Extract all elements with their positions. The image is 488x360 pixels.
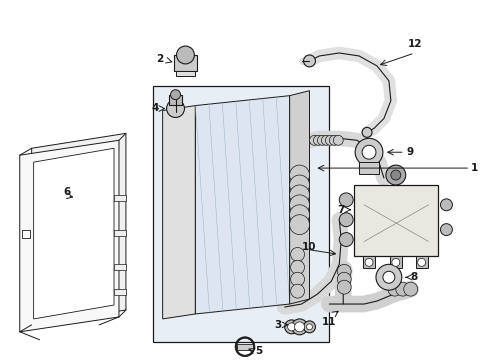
Circle shape xyxy=(440,224,451,235)
Circle shape xyxy=(390,170,400,180)
Circle shape xyxy=(321,135,331,145)
Circle shape xyxy=(333,135,343,145)
Circle shape xyxy=(337,280,350,294)
Bar xyxy=(114,195,126,201)
Polygon shape xyxy=(32,133,126,325)
Circle shape xyxy=(328,135,339,145)
Circle shape xyxy=(303,55,315,67)
Circle shape xyxy=(176,46,194,64)
Circle shape xyxy=(385,165,405,185)
Circle shape xyxy=(170,90,180,100)
Circle shape xyxy=(289,195,309,215)
Bar xyxy=(152,86,328,342)
Bar xyxy=(175,71,195,76)
Polygon shape xyxy=(163,105,195,319)
Text: 4: 4 xyxy=(151,103,158,113)
Circle shape xyxy=(309,135,319,145)
Circle shape xyxy=(289,215,309,235)
Text: 8: 8 xyxy=(410,272,417,282)
Text: 5: 5 xyxy=(254,346,262,356)
Circle shape xyxy=(417,258,425,266)
Text: 6: 6 xyxy=(63,187,70,197)
Circle shape xyxy=(403,282,417,296)
Circle shape xyxy=(303,321,315,333)
Circle shape xyxy=(289,175,309,195)
Bar xyxy=(389,256,401,268)
Circle shape xyxy=(337,272,350,286)
Circle shape xyxy=(440,199,451,211)
Circle shape xyxy=(354,138,382,166)
Circle shape xyxy=(291,319,307,335)
Bar xyxy=(415,256,427,268)
Circle shape xyxy=(166,100,184,117)
Circle shape xyxy=(289,165,309,185)
Polygon shape xyxy=(20,140,119,332)
Circle shape xyxy=(294,322,304,332)
Text: 10: 10 xyxy=(301,243,315,252)
Circle shape xyxy=(387,282,401,296)
Bar xyxy=(353,185,438,256)
Bar xyxy=(114,230,126,235)
Bar xyxy=(21,230,30,238)
Circle shape xyxy=(306,324,312,330)
Polygon shape xyxy=(289,91,309,304)
Circle shape xyxy=(391,258,399,266)
Circle shape xyxy=(339,233,352,247)
Circle shape xyxy=(365,258,372,266)
Circle shape xyxy=(289,185,309,205)
Circle shape xyxy=(337,264,350,278)
Circle shape xyxy=(361,145,375,159)
Circle shape xyxy=(395,282,409,296)
Text: 11: 11 xyxy=(322,317,336,327)
Text: 3: 3 xyxy=(274,320,281,330)
Bar xyxy=(168,95,182,105)
Circle shape xyxy=(290,247,304,261)
Circle shape xyxy=(382,271,394,283)
Bar xyxy=(114,264,126,270)
Circle shape xyxy=(317,135,326,145)
Polygon shape xyxy=(34,148,114,319)
Circle shape xyxy=(339,193,352,207)
Circle shape xyxy=(290,260,304,274)
Text: 12: 12 xyxy=(407,39,421,49)
Text: 7: 7 xyxy=(336,205,344,215)
Text: 9: 9 xyxy=(406,147,413,157)
Circle shape xyxy=(375,264,401,290)
Circle shape xyxy=(287,323,295,331)
Bar xyxy=(237,344,252,350)
Text: 2: 2 xyxy=(156,54,163,64)
Circle shape xyxy=(290,284,304,298)
Polygon shape xyxy=(195,96,289,314)
Circle shape xyxy=(339,213,352,227)
Circle shape xyxy=(361,127,371,137)
Circle shape xyxy=(290,272,304,286)
Circle shape xyxy=(284,320,298,334)
Bar xyxy=(173,55,197,71)
Text: 1: 1 xyxy=(470,163,477,173)
Circle shape xyxy=(325,135,335,145)
Bar xyxy=(114,289,126,295)
Bar xyxy=(362,256,374,268)
Bar xyxy=(358,162,378,174)
Circle shape xyxy=(289,205,309,225)
Circle shape xyxy=(313,135,323,145)
